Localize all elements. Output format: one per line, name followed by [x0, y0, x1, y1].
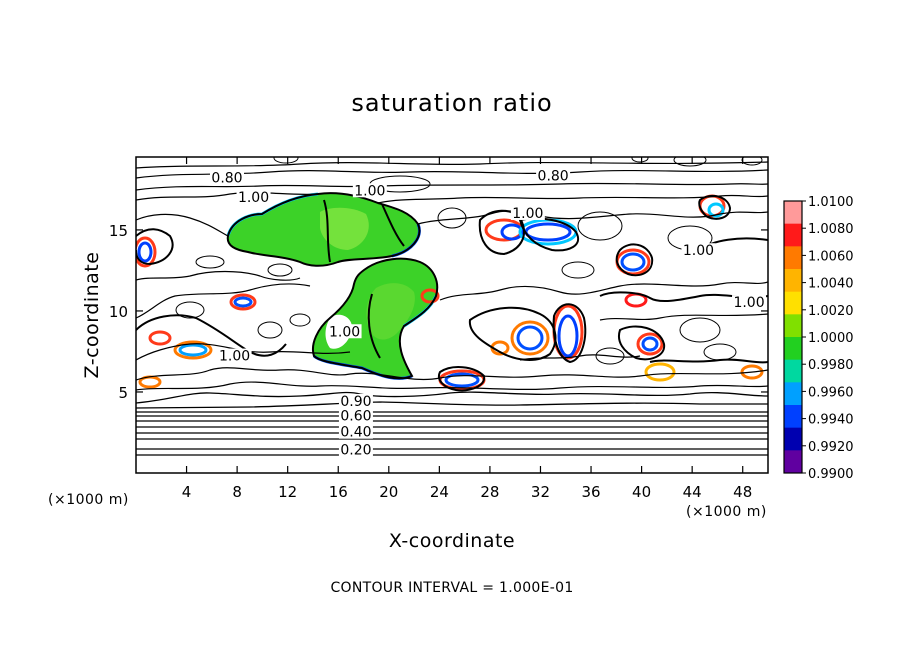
x-tick-label: 28	[480, 483, 499, 501]
colorbar-swatch	[784, 427, 802, 451]
contour-label-bg	[338, 442, 373, 457]
colorbar-swatch	[784, 382, 802, 406]
contour-label: 1.00	[219, 349, 250, 365]
colorbar-tick-label: 1.0080	[808, 222, 854, 237]
contour-label: 1.00	[238, 190, 269, 206]
y-axis-label: Z-coordinate	[81, 252, 103, 379]
contour-label-bg	[510, 205, 545, 220]
contour-interval-text: CONTOUR INTERVAL = 1.000E-01	[330, 580, 573, 596]
contour-label: 1.00	[683, 243, 714, 259]
colorbar-tick-label: 1.0100	[808, 195, 854, 210]
colorbar-tick-label: 1.0000	[808, 331, 854, 346]
colorbar-tick-label: 0.9940	[808, 413, 854, 428]
y-tick-label: 15	[109, 222, 128, 240]
contour-label-bg	[327, 324, 362, 339]
y-axis: 5 10 15	[109, 222, 768, 402]
contour-label-bg	[352, 183, 387, 198]
contour-label: 1.00	[329, 324, 360, 340]
x-tick-label: 48	[733, 483, 752, 501]
x-tick-label: 40	[632, 483, 651, 501]
contour-label: 0.60	[340, 409, 371, 425]
colorbar-swatch	[784, 223, 802, 247]
y-tick-label: 5	[118, 384, 128, 402]
colorbar-tick-label: 1.0020	[808, 304, 854, 319]
colorbar-tick-label: 0.9960	[808, 385, 854, 400]
contour-label: 1.00	[733, 295, 764, 311]
x-tick-label: 4	[182, 483, 192, 501]
colorbar-tick-label: 0.9920	[808, 440, 854, 455]
colorbar-swatch	[784, 450, 802, 474]
x-axis: 4 8 12 16 20 24 28 32 36 40 44 48	[182, 157, 752, 501]
filled-region-upper	[227, 193, 420, 266]
contours-low-levels	[136, 391, 768, 456]
x-tick-label: 32	[531, 483, 550, 501]
x-tick-label: 8	[232, 483, 242, 501]
colorbar-tick-label: 0.9980	[808, 358, 854, 373]
x-tick-label: 24	[430, 483, 449, 501]
colorbar-swatch	[784, 269, 802, 293]
plot-frame	[135, 156, 769, 474]
contour-label-bg	[338, 424, 373, 439]
colorbar-tick-label: 1.0060	[808, 249, 854, 264]
contour-label: 0.80	[211, 170, 242, 186]
x-axis-unit-left: (×1000 m)	[48, 492, 129, 508]
colorbar-swatch	[784, 405, 802, 429]
colorbar-swatch	[784, 337, 802, 361]
contour-label: 1.00	[512, 206, 543, 222]
colorbar-swatch	[784, 201, 802, 225]
contour-label: 1.00	[354, 183, 385, 199]
contour-labels: 0.20 0.400.600.90 1.00 1.00 0.80 1.00 1.00 0.80…	[210, 168, 767, 459]
chart-title: saturation ratio	[351, 89, 552, 117]
colorbar-swatch	[784, 314, 802, 338]
colorbar-tick-label: 1.0040	[808, 277, 854, 292]
colorbar: 1.0100 1.0080 1.0060 1.0040 1.0020 1.0000 0.99…	[783, 195, 854, 482]
plot-field	[136, 157, 768, 473]
colorbar-tick-label: 0.9900	[808, 467, 854, 482]
x-tick-label: 44	[683, 483, 702, 501]
colorbar-swatch	[784, 359, 802, 383]
contour-label-bg	[732, 295, 767, 310]
x-axis-label: X-coordinate	[389, 530, 515, 552]
contour-label: 0.20	[340, 443, 371, 459]
contour-label: 0.90	[340, 394, 371, 410]
x-tick-label: 20	[379, 483, 398, 501]
contours-saturation	[136, 192, 768, 392]
contour-label-bg	[338, 408, 373, 423]
contour-label-bg	[236, 189, 271, 204]
x-axis-unit-right: (×1000 m)	[686, 504, 767, 520]
y-tick-label: 10	[109, 303, 128, 321]
x-tick-label: 16	[329, 483, 348, 501]
contour-label-bg	[338, 393, 373, 408]
x-tick-label: 12	[278, 483, 297, 501]
contour-label-bg	[217, 348, 252, 363]
colorbar-swatch	[784, 291, 802, 315]
colorbar-swatch	[784, 246, 802, 270]
contours-small-cells	[175, 157, 763, 365]
contour-label-bg	[681, 243, 716, 258]
contour-label: 0.40	[340, 425, 371, 441]
contour-label: 0.80	[538, 169, 569, 185]
contour-label-bg	[210, 170, 245, 185]
x-tick-label: 36	[581, 483, 600, 501]
contour-label-bg	[536, 168, 571, 183]
